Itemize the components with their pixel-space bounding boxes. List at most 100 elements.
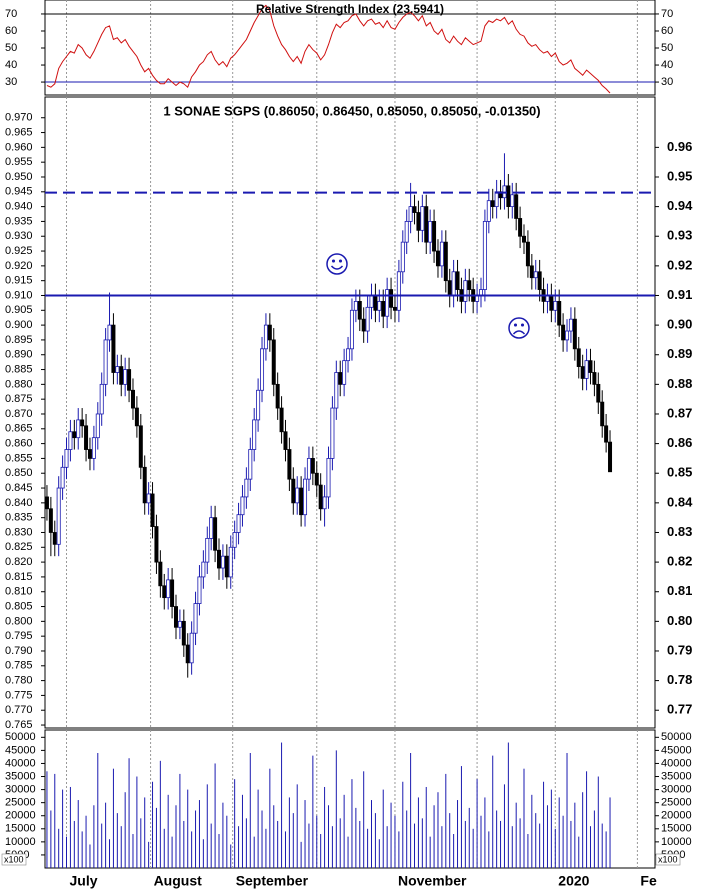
y-tick-label: 0.870 [5,408,33,420]
candle-body [592,372,597,385]
candle-body [205,538,210,563]
y-tick-label: 0.805 [5,600,33,612]
y-tick-label: 0.855 [5,452,33,464]
y-tick-label: 35000 [5,770,36,782]
candle-body [514,194,519,219]
candle-body [310,458,315,474]
panel-frame [44,0,656,96]
candle-body [608,441,613,473]
candle-body [134,407,139,427]
y2-tick-label: 60 [661,25,673,37]
candle-body [537,271,542,290]
candle-body [271,339,276,385]
candle-body [506,185,511,208]
candle-body [486,200,491,222]
candle-body [357,301,362,320]
unit-label: x100 [658,854,678,864]
y-tick-label: 0.780 [5,675,33,687]
y2-tick-label: 30 [661,76,673,88]
candle-body [150,493,155,527]
y2-tick-label: 0.88 [667,376,692,391]
candle-body [322,496,327,510]
y2-tick-label: 0.96 [667,139,692,154]
candle-body [369,295,374,308]
candle-body [553,301,558,311]
candle-body [314,472,319,486]
candle-body [295,487,300,504]
candle-body [260,348,265,391]
candle-body [177,620,182,628]
y2-tick-label: 0.82 [667,554,692,569]
candle-body [154,526,159,563]
candle-body [549,295,554,311]
y2-tick-label: 45000 [661,744,692,756]
candle-body [68,431,73,450]
y-tick-label: 0.905 [5,304,33,316]
y-tick-label: 0.820 [5,556,33,568]
candle-body [263,324,268,350]
candle-body [365,306,370,332]
candle-body [428,221,433,243]
y-tick-label: 0.810 [5,586,33,598]
y-tick-label: 0.965 [5,126,33,138]
frown-icon [508,317,530,339]
candle-body [95,413,100,439]
y-tick-label: 50000 [5,731,36,743]
candle-body [522,235,527,243]
y2-tick-label: 50000 [661,731,692,743]
y2-tick-label: 50 [661,42,673,54]
candle-body [193,603,198,634]
candle-body [185,644,190,664]
candle-body [283,431,288,450]
candle-body [338,372,343,385]
candle-body [107,324,112,341]
candle-body [416,212,421,231]
candle-body [256,389,261,421]
y-tick-label: 30000 [5,783,36,795]
candle-body [123,369,128,385]
candle-body [291,478,296,504]
y-tick-label: 0.880 [5,378,33,390]
candle-body [432,221,437,252]
candle-body [275,383,280,409]
candle-body [377,301,382,311]
y2-tick-label: 0.84 [667,494,693,509]
candle-body [142,466,147,504]
y-tick-label: 0.910 [5,289,33,301]
y2-tick-label: 25000 [661,797,692,809]
y-tick-label: 0.890 [5,349,33,361]
candle-body [510,194,515,208]
candle-body [248,449,253,480]
candle-body [170,579,175,607]
candle-body [240,496,245,516]
candle-body [146,493,151,504]
y-tick-label: 0.850 [5,467,33,479]
candle-body [604,425,609,443]
y-tick-label: 0.815 [5,571,33,583]
candle-body [48,508,53,533]
candle-body [228,546,233,578]
y-tick-label: 0.865 [5,423,33,435]
candle-body [529,265,534,279]
y2-tick-label: 0.79 [667,642,692,657]
candle-body [455,271,460,290]
candle-body [572,318,577,350]
candle-body [494,191,499,208]
candle-body [482,221,487,290]
y2-tick-label: 40 [661,59,673,71]
panel-frame [44,729,656,869]
x-tick-label: Fe [640,873,657,889]
y2-tick-label: 0.92 [667,257,692,272]
candle-body [64,449,69,468]
candle-body [287,449,292,480]
y2-tick-label: 0.78 [667,672,692,687]
candle-body [381,301,386,317]
y-tick-label: 0.770 [5,704,33,716]
candle-body [349,309,354,350]
candle-body [424,206,429,243]
face-icons [326,253,530,339]
y-tick-label: 70 [5,8,17,20]
candle-body [209,517,214,539]
